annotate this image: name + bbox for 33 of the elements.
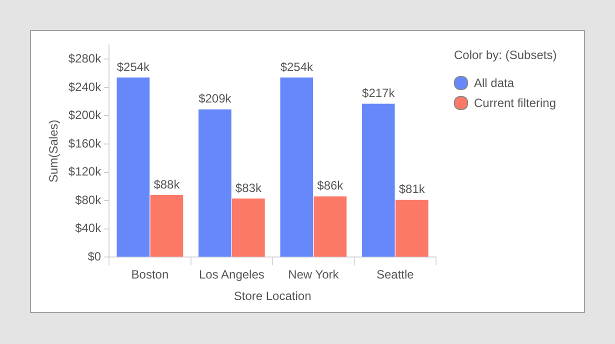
y-tick-label: $240k xyxy=(68,80,102,94)
y-tick-label: $0 xyxy=(88,250,102,264)
y-tick-label: $200k xyxy=(68,108,102,122)
x-tick-label: Seattle xyxy=(376,268,414,282)
x-axis-title: Store Location xyxy=(234,289,312,304)
legend-title: Color by: (Subsets) xyxy=(454,47,558,64)
data-label: $81k xyxy=(398,182,426,196)
y-axis-title: Sum(Sales) xyxy=(46,120,61,182)
data-label: $88k xyxy=(154,177,181,192)
bar xyxy=(280,78,314,257)
bar xyxy=(362,104,395,257)
data-label: $86k xyxy=(317,178,344,193)
data-label: $217k xyxy=(362,86,396,100)
x-tick-label: Boston xyxy=(131,268,169,282)
data-label: $254k xyxy=(116,60,151,74)
y-tick-label: $120k xyxy=(68,164,102,179)
data-label: $83k xyxy=(235,180,262,195)
y-tick-label: $80k xyxy=(75,192,102,207)
bar xyxy=(232,198,265,257)
bar xyxy=(150,194,184,257)
legend-label: All data xyxy=(474,76,514,90)
data-label: $254k xyxy=(280,60,314,74)
x-tick-label: New York xyxy=(288,268,340,282)
bar xyxy=(116,78,150,257)
y-tick-label: $40k xyxy=(75,221,102,236)
y-tick-label: $160k xyxy=(68,136,102,150)
legend-label: Current filtering xyxy=(474,96,556,110)
x-tick-label: Los Angeles xyxy=(198,268,264,282)
data-label: $209k xyxy=(198,92,232,106)
bar xyxy=(395,200,428,257)
y-tick-label: $280k xyxy=(68,51,102,66)
bar xyxy=(314,196,347,257)
bar xyxy=(198,109,232,257)
